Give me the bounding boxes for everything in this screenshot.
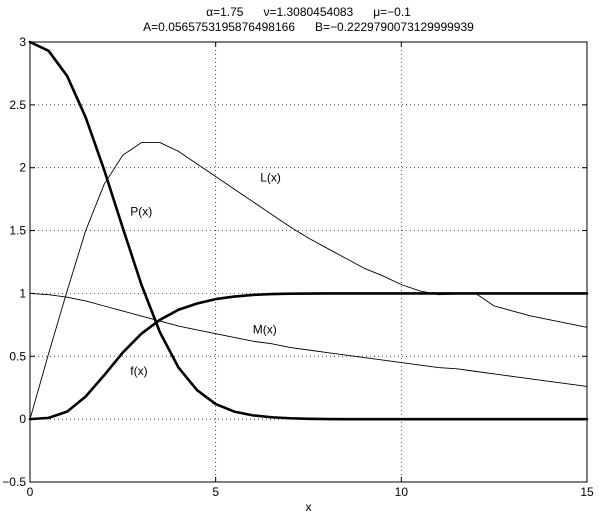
series-label-px: P(x): [130, 204, 152, 218]
series-line-lx: [29, 142, 588, 420]
y-tick-label: 2: [19, 161, 26, 175]
x-tick-label: 10: [395, 485, 409, 499]
series-label-fx: f(x): [130, 364, 147, 378]
series-labels: P(x) f(x) L(x) M(x): [130, 171, 281, 379]
y-tick-label: −0.5: [2, 475, 26, 489]
grid-lines: [30, 42, 587, 482]
series-label-mx: M(x): [253, 323, 277, 337]
y-tick-label: 1.5: [9, 224, 26, 238]
x-tick-label: 0: [27, 485, 34, 499]
y-tick-label: 2.5: [9, 98, 26, 112]
series-line-px: [28, 40, 589, 421]
axes-frame: [29, 41, 588, 483]
y-tick-label: 3: [19, 35, 26, 49]
y-tick-label: 0: [19, 412, 26, 426]
y-tick-label: 0.5: [9, 349, 26, 363]
y-tick-label: 1: [19, 286, 26, 300]
x-axis-label: x: [306, 500, 312, 514]
series-line-fx: [28, 292, 589, 421]
chart-title-line-2: A=0.0565753195876498166 B=−0.22297900731…: [143, 20, 474, 34]
chart-title-line-1: α=1.75 ν=1.3080454083 μ=−0.1: [206, 5, 411, 19]
series-lines: [28, 40, 589, 421]
series-label-lx: L(x): [260, 171, 281, 185]
x-tick-label: 5: [212, 485, 219, 499]
x-tick-label: 15: [580, 485, 594, 499]
axis-ticks: 0 5 10 15−0.500.511.522.53: [2, 35, 594, 499]
series-line-mx: [29, 292, 588, 387]
